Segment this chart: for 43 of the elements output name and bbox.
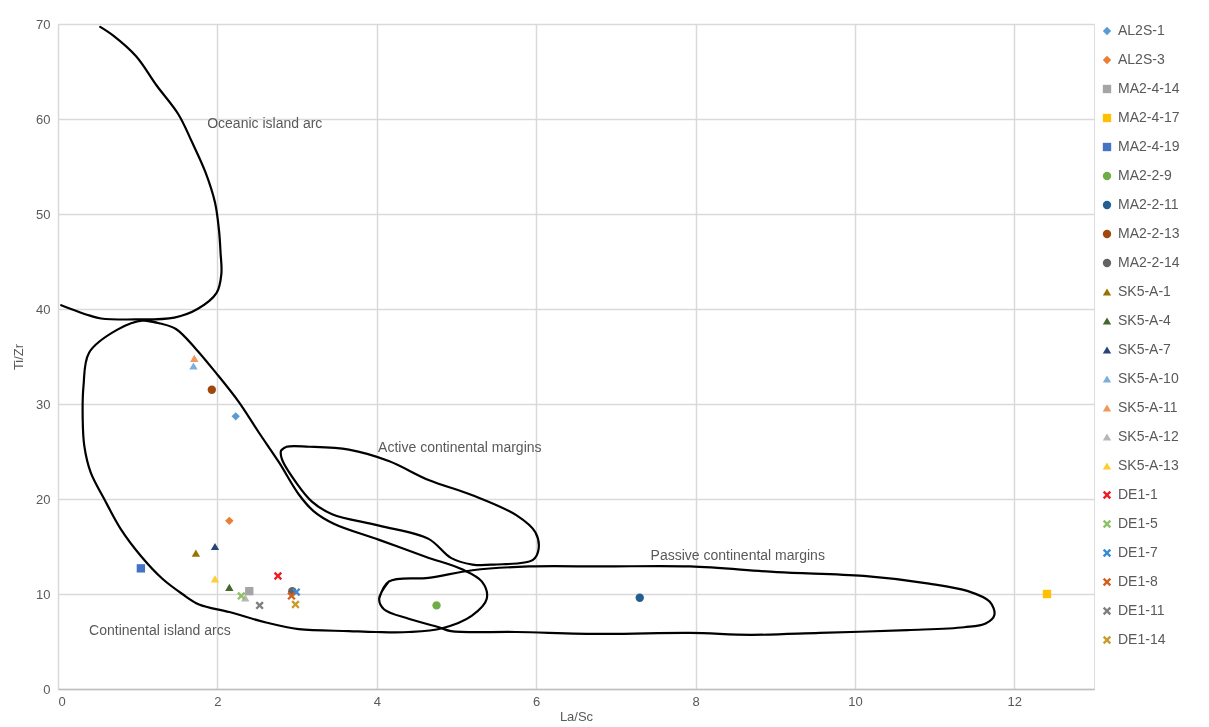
x-axis-title: La/Sc (559, 708, 594, 724)
annotation: Active continental margins (378, 439, 542, 456)
legend-label: DE1-14 (1118, 631, 1166, 647)
y-tick-label: 30 (36, 396, 51, 412)
y-tick-label: 10 (36, 586, 51, 602)
x-tick-label: 12 (1007, 693, 1023, 709)
legend-label: MA2-2-14 (1118, 254, 1180, 270)
legend-label: SK5-A-13 (1118, 457, 1179, 473)
legend-label: DE1-1 (1118, 486, 1158, 502)
y-tick-label: 0 (43, 681, 51, 697)
x-tick-label: 2 (214, 693, 222, 709)
y-axis-title: Ti/Zr (11, 343, 27, 371)
annotation: Passive continental margins (650, 547, 825, 563)
y-tick-label: 60 (36, 111, 51, 127)
annotation: Oceanic island arc (207, 114, 323, 131)
x-tick-label: 6 (533, 693, 541, 709)
y-tick-label: 70 (36, 16, 51, 32)
legend-label: MA2-2-11 (1118, 196, 1179, 212)
legend-label: DE1-5 (1118, 515, 1158, 531)
legend-label: MA2-2-9 (1118, 167, 1172, 183)
x-tick-label: 4 (373, 693, 381, 709)
legend-label: DE1-11 (1118, 602, 1165, 618)
legend-label: MA2-4-19 (1118, 138, 1180, 154)
legend-label: AL2S-3 (1118, 51, 1165, 67)
legend-label: SK5-A-7 (1118, 341, 1172, 357)
y-tick-label: 40 (36, 301, 51, 317)
legend-label: SK5-A-4 (1118, 312, 1172, 328)
legend-label: DE1-7 (1118, 544, 1158, 560)
legend-label: AL2S-1 (1118, 22, 1165, 38)
x-tick-label: 8 (692, 693, 700, 709)
y-tick-label: 50 (36, 206, 51, 222)
legend-label: MA2-4-14 (1118, 80, 1180, 96)
legend-label: MA2-4-17 (1118, 109, 1180, 125)
legend-label: SK5-A-12 (1118, 428, 1179, 444)
annotation: Continental island arcs (89, 622, 231, 639)
legend-label: SK5-A-11 (1118, 399, 1178, 415)
legend-label: SK5-A-1 (1118, 283, 1172, 299)
legend-label: SK5-A-10 (1118, 370, 1179, 386)
legend-label: DE1-8 (1118, 573, 1158, 589)
x-tick-label: 10 (848, 693, 863, 709)
x-tick-label: 0 (58, 693, 66, 709)
legend-label: MA2-2-13 (1118, 225, 1180, 241)
y-tick-label: 20 (36, 491, 51, 507)
